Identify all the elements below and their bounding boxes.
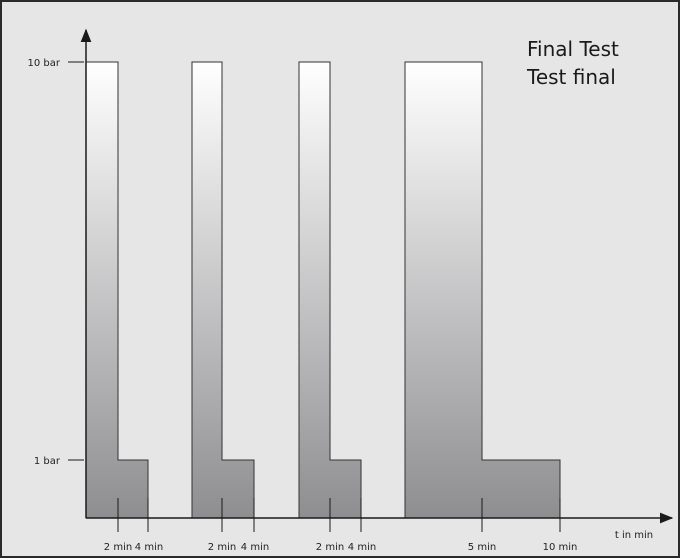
- x-label: 4 min: [135, 542, 163, 553]
- x-label: 2 min: [316, 542, 344, 553]
- title: Final Test: [527, 37, 619, 61]
- pressure-blocks: [85, 61, 561, 519]
- x-label: 2 min: [104, 542, 132, 553]
- x-ticks: [117, 498, 561, 532]
- title: Test final: [526, 65, 616, 89]
- x-axis-label: t in min: [615, 530, 653, 541]
- x-label: 2 min: [208, 542, 236, 553]
- y-label: 10 bar: [28, 58, 61, 69]
- x-label: 4 min: [241, 542, 269, 553]
- y-label: 1 bar: [34, 456, 61, 467]
- x-label: 4 min: [348, 542, 376, 553]
- x-label: 10 min: [543, 542, 578, 553]
- x-label: 5 min: [468, 542, 496, 553]
